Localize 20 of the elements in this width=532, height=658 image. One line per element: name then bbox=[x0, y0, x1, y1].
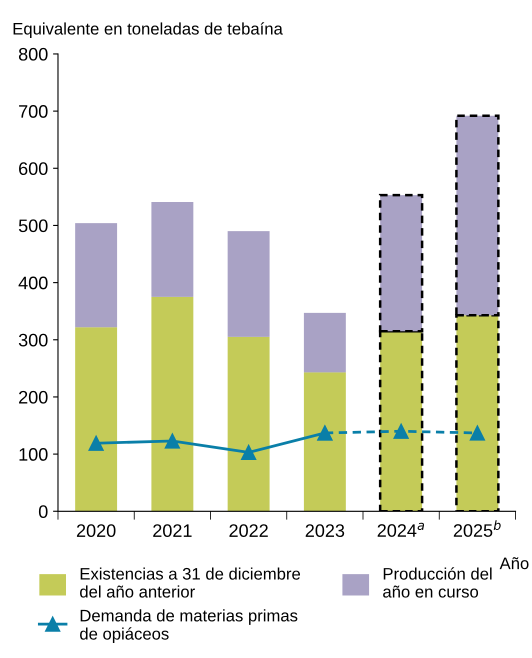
y-tick-label: 300 bbox=[18, 334, 48, 346]
y-tick-label: 600 bbox=[19, 162, 48, 176]
x-tick-label: 2020 bbox=[76, 524, 116, 538]
y-tick-label: 400 bbox=[18, 276, 48, 290]
x-tick-label: 2025$^{b}$ bbox=[454, 520, 501, 537]
y-tick-label: 800 bbox=[18, 48, 48, 61]
x-axis-title: Año bbox=[500, 557, 529, 570]
x-tick-label: 2021 bbox=[153, 524, 192, 538]
y-tick-label: 700 bbox=[19, 105, 48, 118]
legend-label: Demanda de materias primas de opiáceos bbox=[80, 609, 298, 643]
y-tick-label: 200 bbox=[19, 390, 48, 404]
legend-label: Existencias a 31 de diciembre del año anterior bbox=[80, 567, 300, 598]
y-tick-label: 100 bbox=[20, 448, 48, 461]
x-tick-label: 2023 bbox=[306, 524, 344, 538]
y-tick-label: 500 bbox=[18, 219, 48, 232]
legend-label: Producción del año en curso bbox=[383, 567, 492, 598]
x-tick-label: 2022 bbox=[229, 524, 268, 538]
y-axis-title: Equivalente en toneladas de tebaína bbox=[14, 22, 283, 38]
x-tick-label: 2024$^{a}$ bbox=[378, 522, 424, 537]
y-tick-label: 0 bbox=[38, 505, 48, 518]
